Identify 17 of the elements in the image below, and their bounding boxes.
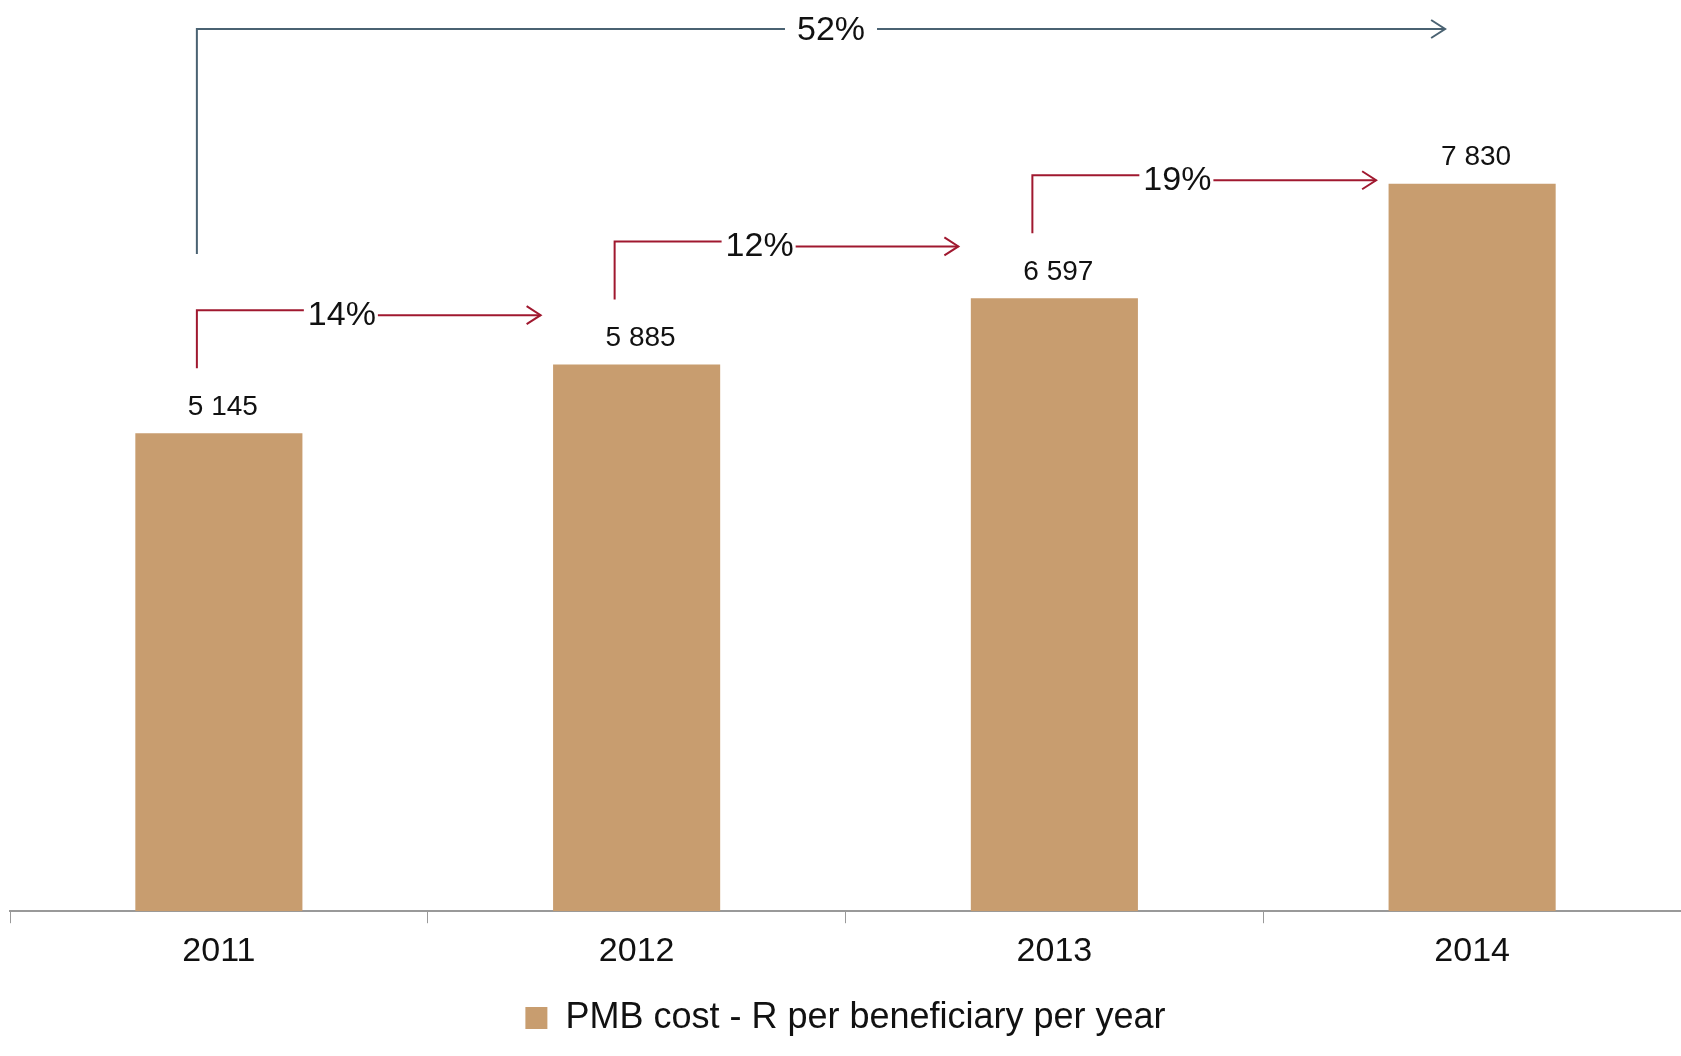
- annotation: 12%: [725, 224, 794, 263]
- bar: [1388, 183, 1556, 912]
- legend-label: PMB cost - R per beneficiary per year: [565, 994, 1166, 1036]
- text: 52%: [796, 9, 866, 48]
- x-tick-label: 2012: [598, 929, 675, 968]
- data-label: 7 830: [1441, 140, 1512, 172]
- x-tick-label: 2011: [182, 929, 256, 968]
- annotation: 14%: [307, 293, 376, 332]
- bar: [135, 433, 303, 912]
- data-label: 6 597: [1023, 254, 1094, 286]
- data-label: 5 145: [187, 389, 258, 421]
- bar: [553, 364, 721, 912]
- annotation: 19%: [1143, 158, 1212, 197]
- bar: [970, 298, 1138, 912]
- data-label: 5 885: [605, 321, 676, 353]
- x-tick-label: 2013: [1016, 929, 1093, 968]
- x-tick-label: 2014: [1434, 929, 1510, 968]
